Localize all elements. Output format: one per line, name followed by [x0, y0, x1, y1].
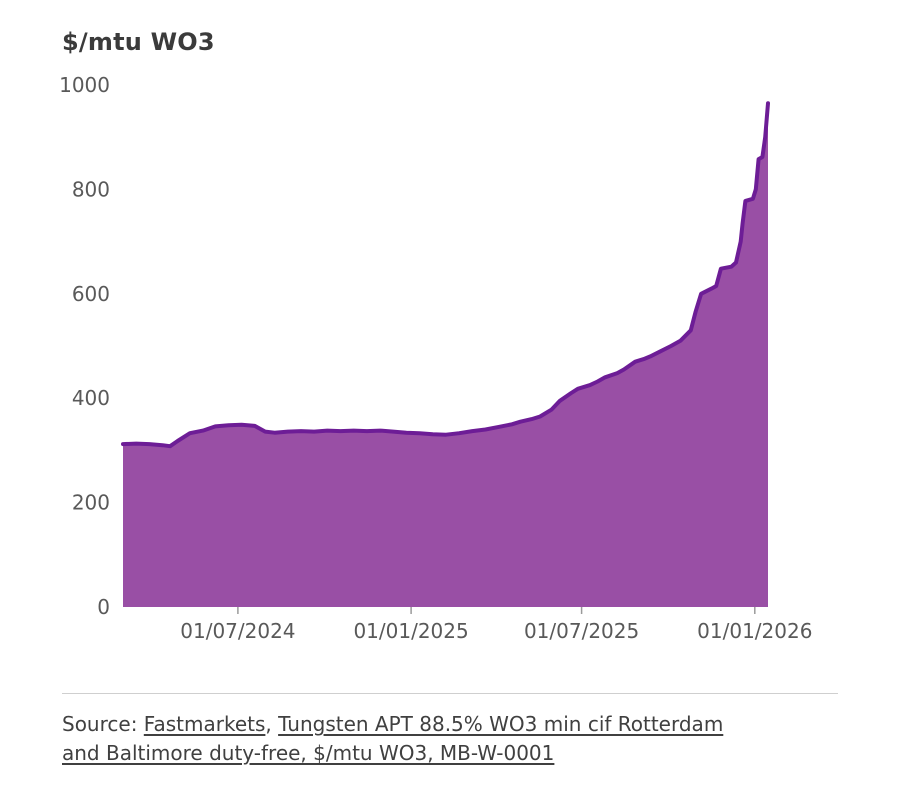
x-tick-label: 01/01/2025 [353, 619, 468, 643]
area-fill [123, 103, 768, 608]
price-area-chart: 0 200 400 600 800 1000 01/07/2024 01/01/2025 01/… [59, 73, 812, 643]
source-instrument-line2: and Baltimore duty-free, $/mtu WO3, MB-W… [62, 741, 555, 765]
source-instrument-line1: Tungsten APT 88.5% WO3 min cif Rotterdam [278, 712, 724, 736]
x-tick-label: 01/07/2024 [180, 619, 295, 643]
y-tick-label: 400 [72, 386, 110, 410]
source-link-fastmarkets[interactable]: Fastmarkets [143, 712, 266, 736]
y-tick-label: 600 [72, 282, 110, 306]
y-tick-label: 0 [97, 595, 110, 619]
x-tick-label: 01/01/2026 [697, 619, 812, 643]
divider [62, 693, 838, 694]
source-note: Source: Fastmarkets, Tungsten APT 88.5% … [62, 710, 862, 768]
y-tick-label: 800 [72, 177, 110, 201]
chart-title: $/mtu WO3 [62, 28, 215, 56]
x-tick-label: 01/07/2025 [524, 619, 639, 643]
y-tick-label: 200 [72, 491, 110, 515]
source-separator: , [265, 712, 279, 736]
y-tick-label: 1000 [59, 73, 110, 97]
series-line [121, 101, 770, 449]
source-prefix: Source: [62, 712, 144, 736]
source-link-instrument[interactable]: Tungsten APT 88.5% WO3 min cif Rotterdam… [62, 712, 723, 765]
